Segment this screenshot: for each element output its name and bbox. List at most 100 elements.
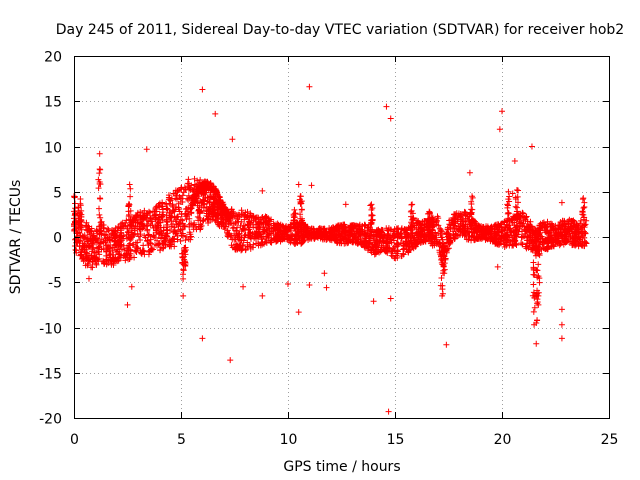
data-point (162, 200, 169, 207)
data-point (306, 281, 313, 288)
data-point (289, 232, 296, 239)
data-point (163, 218, 170, 225)
data-point (127, 237, 134, 244)
data-point (506, 193, 513, 200)
data-point (126, 201, 133, 208)
data-point (441, 270, 448, 277)
data-point (117, 254, 124, 261)
data-point (205, 211, 212, 218)
data-point (581, 214, 588, 221)
data-point (182, 251, 189, 258)
data-point (496, 126, 503, 133)
data-point (569, 240, 576, 247)
data-point (241, 234, 248, 241)
data-point (209, 208, 216, 215)
data-point (239, 211, 246, 218)
data-point (152, 205, 159, 212)
data-point (489, 237, 496, 244)
data-point (279, 236, 286, 243)
data-point (101, 232, 108, 239)
data-point (179, 217, 186, 224)
data-point (310, 225, 317, 232)
data-point (246, 218, 253, 225)
data-point (83, 219, 90, 226)
data-point (524, 243, 531, 250)
data-point (96, 231, 103, 238)
data-point (321, 270, 328, 277)
data-point (515, 187, 522, 194)
data-point (412, 239, 418, 246)
data-point (252, 233, 259, 240)
data-point (499, 108, 505, 115)
data-point (144, 221, 151, 228)
data-point (343, 238, 350, 245)
data-point (542, 229, 549, 236)
data-point (186, 229, 193, 236)
data-point (233, 212, 240, 219)
data-point (250, 224, 257, 231)
data-point (96, 251, 103, 258)
data-point (526, 224, 533, 231)
data-point (504, 237, 511, 244)
data-point (504, 217, 511, 224)
data-point (97, 223, 104, 230)
data-point (405, 232, 412, 239)
data-point (126, 255, 133, 262)
data-point (436, 225, 443, 232)
data-point (275, 233, 282, 240)
data-point (194, 177, 201, 184)
data-point (294, 236, 301, 243)
data-point (82, 262, 89, 269)
data-point (384, 236, 391, 243)
data-point (163, 227, 170, 234)
data-point (128, 283, 135, 290)
data-point (179, 226, 186, 233)
data-point (263, 214, 270, 221)
data-point (491, 228, 498, 235)
data-point (386, 245, 393, 252)
data-point (296, 196, 303, 203)
data-point (182, 206, 189, 213)
data-point (579, 238, 586, 245)
data-point (533, 319, 540, 326)
data-point (547, 238, 554, 245)
data-point (512, 203, 519, 210)
data-point (370, 244, 377, 251)
data-point (72, 200, 79, 207)
data-point (425, 230, 432, 237)
data-point (395, 241, 402, 248)
data-point (103, 257, 110, 264)
data-point (504, 226, 511, 233)
data-point (530, 265, 537, 272)
data-point (565, 220, 572, 227)
data-point (187, 186, 194, 193)
data-point (529, 292, 536, 299)
data-point (328, 227, 335, 234)
data-point (413, 226, 420, 233)
data-point (494, 263, 501, 270)
data-point (279, 222, 286, 229)
data-point (197, 217, 204, 224)
data-point (334, 227, 341, 234)
data-point (85, 255, 92, 262)
data-point (299, 217, 306, 224)
data-point (352, 222, 359, 229)
data-point (164, 226, 171, 233)
data-point (535, 292, 542, 299)
data-point (156, 230, 163, 237)
data-point (314, 233, 321, 240)
data-point (125, 213, 132, 220)
data-point (94, 256, 101, 263)
y-tick-label: -10 (39, 322, 62, 338)
data-point (298, 206, 305, 213)
data-point (197, 223, 204, 230)
data-point (581, 203, 588, 210)
data-point (377, 238, 384, 245)
data-point (159, 199, 166, 206)
data-point (126, 181, 133, 188)
data-point (577, 220, 584, 227)
data-point (581, 224, 588, 231)
data-point (95, 244, 102, 251)
data-point (355, 236, 362, 243)
data-point (535, 248, 542, 255)
